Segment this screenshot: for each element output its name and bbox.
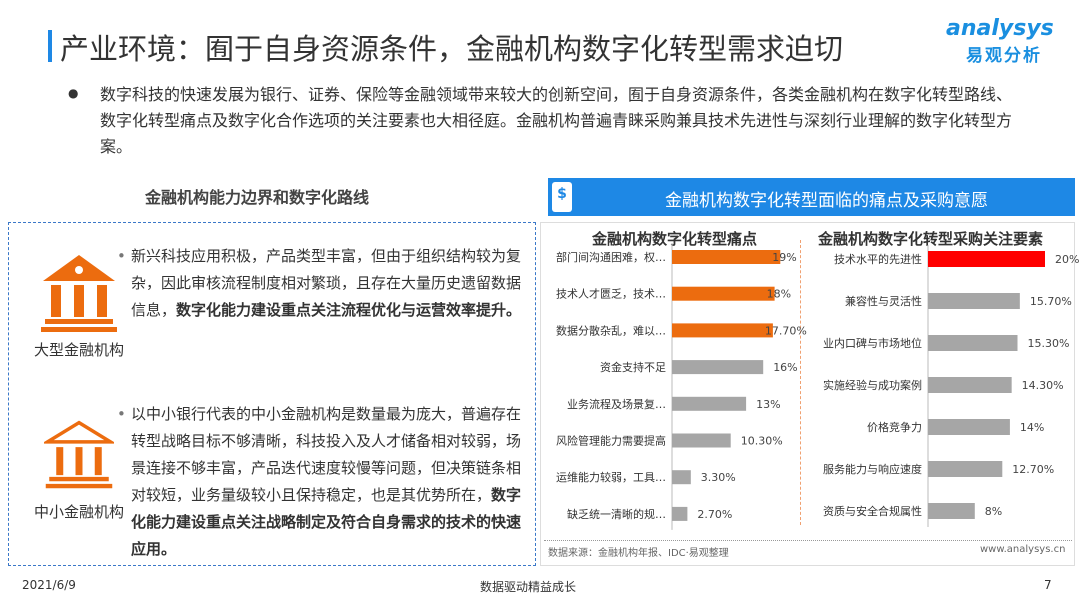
category-label: 业务流程及场景复… [567, 397, 666, 411]
category-label: 数据分散杂乱，难以… [556, 323, 666, 337]
bar [672, 506, 688, 521]
bar [928, 293, 1020, 309]
desc-highlight: 数字化能力建设重点关注流程优化与运营效率提升。 [176, 301, 522, 319]
bar [928, 335, 1018, 351]
data-label: 15.30% [1028, 337, 1070, 350]
data-label: 19% [772, 251, 796, 264]
left-section-title: 金融机构能力边界和数字化路线 [145, 188, 370, 207]
category-label: 业内口碑与市场地位 [823, 336, 922, 350]
category-label: 服务能力与响应速度 [823, 462, 922, 476]
data-label: 10.30% [741, 435, 783, 448]
institution-label: 大型金融机构 [33, 341, 124, 359]
category-label: 资质与安全合规属性 [823, 504, 922, 518]
data-label: 3.30% [701, 471, 736, 484]
chart-title-purchase-factors: 金融机构数字化转型采购关注要素 [818, 230, 1044, 248]
category-label: 价格竞争力 [867, 420, 922, 434]
page-number: 7 [1044, 578, 1052, 592]
intro-text: 数字科技的快速发展为银行、证券、保险等金融领域带来较大的创新空间，囿于自身资源条… [100, 85, 1013, 156]
bar [928, 461, 1003, 477]
bar [928, 419, 1010, 435]
institution-panel: 大型金融机构 新兴科技应用积极，产品类型丰富，但由于组织结构较为复杂，因此审核流… [8, 222, 536, 566]
desc-highlight: 数字化能力建设重点关注战略制定及符合自身需求的技术的快速应用。 [131, 486, 522, 558]
logo: analysys 易观分析 [946, 16, 1066, 66]
institution-label: 中小金融机构 [33, 503, 124, 521]
data-label: 12.70% [1012, 463, 1054, 476]
logo-en: analysys [946, 16, 1054, 41]
chart-panel [540, 222, 1075, 566]
dollar-icon: $ [552, 182, 572, 212]
website: www.analysys.cn [980, 544, 1066, 555]
footer-slogan: 数据驱动精益成长 [480, 580, 577, 594]
bank-outline-icon [41, 420, 117, 489]
title-accent-bar [48, 30, 52, 62]
data-label: 14% [1020, 421, 1044, 434]
bar [672, 396, 747, 411]
bar [928, 251, 1045, 267]
data-label: 13% [756, 398, 780, 411]
institution-desc: 以中小银行代表的中小金融机构是数量最为庞大，普遍存在转型战略目标不够清晰，科技投… [117, 401, 529, 563]
bar [672, 360, 764, 375]
page-title: 产业环境：囿于自身资源条件，金融机构数字化转型需求迫切 [60, 32, 844, 66]
bar [672, 286, 775, 301]
data-label: 8% [985, 505, 1002, 518]
category-label: 资金支持不足 [600, 360, 666, 374]
category-label: 缺乏统一清晰的规… [567, 507, 666, 521]
footer-date: 2021/6/9 [22, 578, 76, 592]
source-divider [544, 540, 1072, 541]
category-label: 风险管理能力需要提高 [556, 434, 666, 448]
large-institution: 大型金融机构 [19, 253, 139, 360]
right-section-header: $ 金融机构数字化转型面临的痛点及采购意愿 [548, 178, 1075, 216]
right-section-title: 金融机构数字化转型面临的痛点及采购意愿 [665, 191, 988, 211]
bullet-icon: ● [68, 86, 79, 100]
data-label: 14.30% [1022, 379, 1064, 392]
chart-title-pain-points: 金融机构数字化转型痛点 [592, 230, 758, 248]
bar [672, 470, 691, 485]
category-label: 技术人才匮乏，技术… [556, 287, 666, 301]
category-label: 兼容性与灵活性 [845, 294, 922, 308]
institution-desc: 新兴科技应用积极，产品类型丰富，但由于组织结构较为复杂，因此审核流程制度相对繁琐… [117, 243, 529, 324]
small-institution: 中小金融机构 [19, 419, 139, 522]
data-label: 20% [1055, 253, 1079, 266]
bank-icon [41, 255, 117, 332]
bar [672, 250, 781, 264]
category-label: 部门间沟通困难，权… [556, 250, 666, 264]
bar [672, 433, 731, 448]
data-label: 18% [767, 288, 791, 301]
logo-cn: 易观分析 [966, 46, 1042, 66]
category-label: 运维能力较弱，工具… [556, 470, 666, 484]
bar [928, 503, 975, 519]
bar [672, 323, 773, 338]
data-source: 数据来源：金融机构年报、IDC·易观整理 [548, 548, 729, 559]
data-label: 16% [773, 361, 797, 374]
chart-divider [800, 240, 801, 525]
data-label: 17.70% [765, 324, 807, 337]
desc-text: 新兴科技应用积极，产品类型丰富，但由于组织结构较为复杂，因此审核流程制度相对繁琐… [131, 247, 522, 319]
desc-text: 以中小银行代表的中小金融机构是数量最为庞大，普遍存在转型战略目标不够清晰，科技投… [131, 405, 522, 504]
bar [928, 377, 1012, 393]
category-label: 技术水平的先进性 [834, 252, 922, 266]
data-label: 15.70% [1030, 295, 1072, 308]
category-label: 实施经验与成功案例 [823, 378, 922, 392]
data-label: 2.70% [697, 508, 732, 521]
